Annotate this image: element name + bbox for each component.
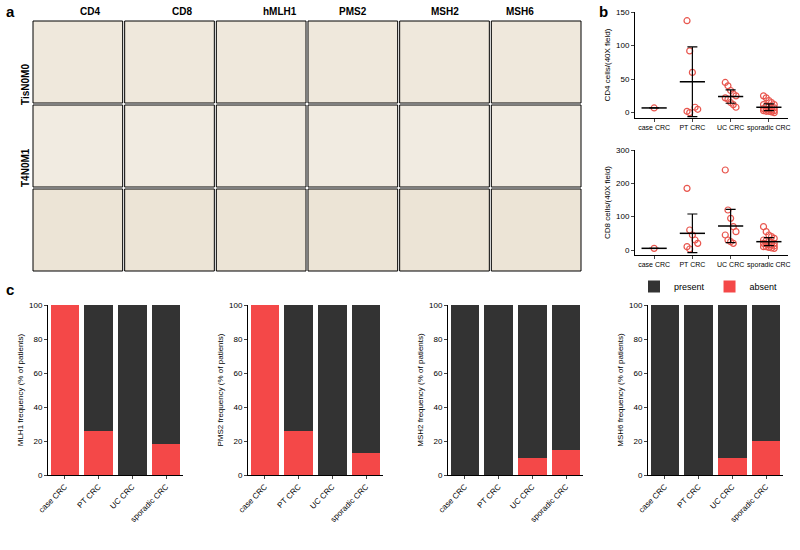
svg-text:sporadic CRC: sporadic CRC (747, 124, 791, 132)
svg-text:sporadic CRC: sporadic CRC (729, 482, 771, 524)
svg-text:CD4 cells/(40X field): CD4 cells/(40X field) (603, 28, 612, 101)
svg-text:0: 0 (625, 246, 630, 255)
svg-text:case CRC: case CRC (237, 482, 269, 514)
svg-text:UC CRC: UC CRC (717, 261, 744, 268)
svg-text:100: 100 (29, 301, 43, 310)
svg-text:100: 100 (229, 301, 243, 310)
svg-text:80: 80 (633, 335, 642, 344)
svg-text:80: 80 (233, 335, 242, 344)
svg-text:PT CRC: PT CRC (676, 482, 703, 509)
svg-text:80: 80 (433, 335, 442, 344)
svg-text:40: 40 (633, 403, 642, 412)
svg-text:case CRC: case CRC (637, 482, 669, 514)
svg-text:UC CRC: UC CRC (308, 482, 337, 511)
svg-text:PMS2 frequency (% of patients): PMS2 frequency (% of patients) (216, 333, 225, 446)
svg-text:MSH2: MSH2 (431, 6, 459, 17)
svg-text:UC CRC: UC CRC (717, 124, 744, 131)
svg-text:100: 100 (429, 301, 443, 310)
svg-text:80: 80 (33, 335, 42, 344)
svg-text:0: 0 (438, 471, 443, 480)
svg-text:20: 20 (433, 437, 442, 446)
svg-text:MSH2 frequency (% of patients): MSH2 frequency (% of patients) (416, 333, 425, 447)
svg-text:sporadic CRC: sporadic CRC (529, 482, 571, 524)
svg-text:200: 200 (616, 179, 630, 188)
svg-text:0: 0 (625, 108, 630, 117)
svg-text:PT CRC: PT CRC (276, 482, 303, 509)
svg-text:PT CRC: PT CRC (679, 124, 705, 131)
svg-text:T4N0M1: T4N0M1 (20, 148, 31, 187)
svg-text:case CRC: case CRC (638, 261, 670, 268)
svg-text:case CRC: case CRC (37, 482, 69, 514)
svg-text:a: a (6, 3, 15, 20)
svg-text:MSH6 frequency (% of patients): MSH6 frequency (% of patients) (616, 333, 625, 447)
svg-text:present: present (674, 282, 705, 292)
svg-text:case CRC: case CRC (437, 482, 469, 514)
svg-text:60: 60 (33, 369, 42, 378)
svg-text:UC CRC: UC CRC (708, 482, 737, 511)
svg-text:0: 0 (238, 471, 243, 480)
svg-text:CD4: CD4 (80, 6, 100, 17)
svg-text:20: 20 (633, 437, 642, 446)
svg-text:PT CRC: PT CRC (679, 261, 705, 268)
svg-text:UC CRC: UC CRC (108, 482, 137, 511)
svg-text:sporadic CRC: sporadic CRC (129, 482, 171, 524)
svg-text:hMLH1: hMLH1 (263, 6, 297, 17)
svg-text:40: 40 (33, 403, 42, 412)
svg-text:sporadic CRC: sporadic CRC (329, 482, 371, 524)
svg-text:20: 20 (33, 437, 42, 446)
svg-text:100: 100 (616, 212, 630, 221)
svg-text:PT CRC: PT CRC (476, 482, 503, 509)
svg-text:PT CRC: PT CRC (76, 482, 103, 509)
svg-text:60: 60 (433, 369, 442, 378)
svg-text:40: 40 (433, 403, 442, 412)
svg-text:case CRC: case CRC (638, 124, 670, 131)
svg-text:MSH6: MSH6 (506, 6, 534, 17)
svg-text:40: 40 (233, 403, 242, 412)
svg-text:c: c (6, 281, 14, 298)
svg-text:300: 300 (616, 146, 630, 155)
svg-text:PMS2: PMS2 (339, 6, 367, 17)
svg-text:0: 0 (638, 471, 643, 480)
svg-text:CD8 cells/(40X field): CD8 cells/(40X field) (603, 166, 612, 239)
svg-text:sporadic CRC: sporadic CRC (747, 261, 791, 269)
svg-text:absent: absent (750, 282, 778, 292)
svg-text:60: 60 (633, 369, 642, 378)
svg-text:UC CRC: UC CRC (508, 482, 537, 511)
svg-text:60: 60 (233, 369, 242, 378)
svg-text:MLH1 frequency (% of patients): MLH1 frequency (% of patients) (16, 333, 25, 446)
svg-text:20: 20 (233, 437, 242, 446)
svg-text:b: b (599, 3, 608, 20)
svg-text:50: 50 (620, 75, 629, 84)
svg-text:CD8: CD8 (172, 6, 192, 17)
svg-text:100: 100 (616, 41, 630, 50)
svg-text:TisN0M0: TisN0M0 (20, 64, 31, 105)
svg-text:150: 150 (616, 8, 630, 17)
svg-text:100: 100 (629, 301, 643, 310)
svg-text:0: 0 (38, 471, 43, 480)
